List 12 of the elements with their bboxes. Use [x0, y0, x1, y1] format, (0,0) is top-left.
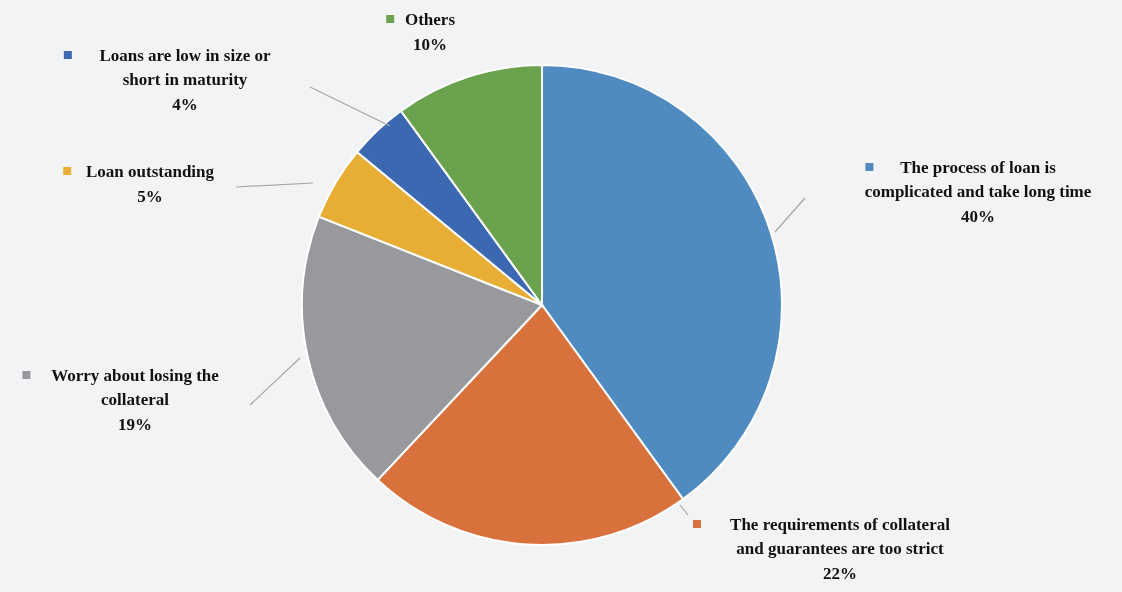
legend-label: Others — [404, 10, 456, 29]
legend-label: The requirements of collateral and guarantees are too strict — [730, 515, 951, 558]
legend-label: Loans are low in size or short in maturity — [99, 46, 271, 89]
data-label: 19% — [118, 415, 152, 434]
data-label: 4% — [172, 95, 198, 114]
data-label: 5% — [137, 187, 163, 206]
data-label: 40% — [961, 207, 995, 226]
data-label: 10% — [413, 35, 447, 54]
data-label: 22% — [823, 564, 857, 583]
legend-label: Worry about losing the collateral — [51, 366, 220, 409]
legend-label: The process of loan is complicated and take long time — [864, 158, 1092, 201]
legend-label: Loan outstanding — [85, 162, 215, 181]
